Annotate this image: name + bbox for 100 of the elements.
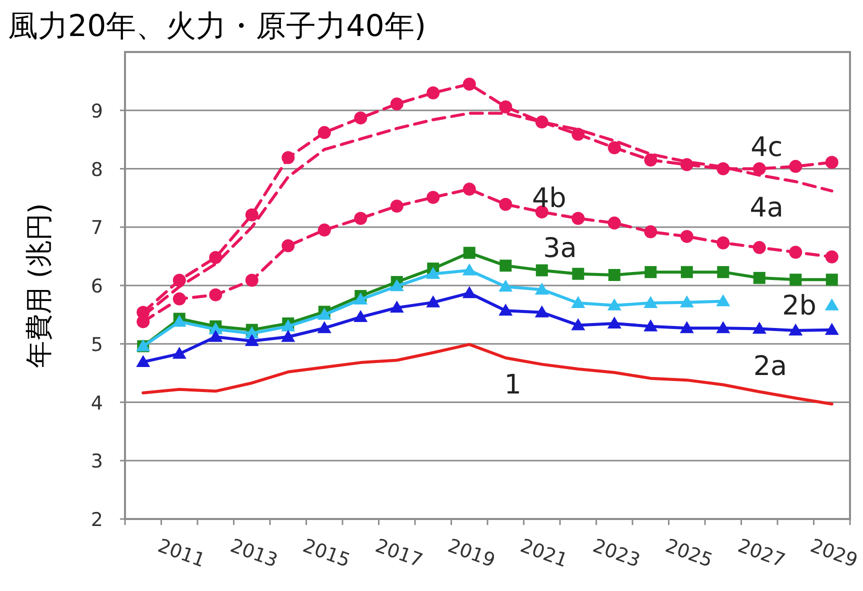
point — [136, 354, 150, 367]
chart-title: 風力20年、火力・原子力40年) — [8, 9, 426, 44]
point — [208, 330, 223, 342]
x-tick-label: 2029 — [807, 534, 860, 572]
y-tick-label: 5 — [90, 334, 103, 356]
point — [789, 160, 802, 173]
y-tick-label: 9 — [90, 100, 103, 122]
point — [390, 200, 404, 213]
point — [390, 279, 404, 292]
series-label: 4b — [532, 182, 566, 214]
point — [282, 151, 295, 164]
series-label: 4a — [750, 192, 784, 224]
point — [716, 321, 730, 334]
x-tick-label: 2017 — [372, 534, 426, 572]
point — [752, 162, 766, 176]
point — [644, 296, 658, 308]
point — [136, 315, 150, 328]
point — [824, 298, 839, 310]
point — [824, 322, 839, 335]
point — [789, 246, 802, 259]
point — [826, 274, 838, 286]
point — [462, 182, 476, 196]
x-tick-label: 2013 — [227, 534, 280, 572]
point — [390, 300, 404, 313]
y-tick-label: 7 — [90, 217, 103, 240]
point — [426, 190, 440, 204]
point — [209, 288, 222, 302]
point — [753, 272, 766, 284]
point — [571, 296, 586, 308]
point — [716, 294, 730, 306]
point — [752, 322, 766, 334]
series-label: 1 — [504, 370, 522, 401]
series-label: 3a — [543, 233, 577, 264]
point — [571, 318, 586, 330]
point — [499, 198, 512, 211]
point — [608, 216, 621, 230]
point — [608, 268, 620, 281]
point — [462, 78, 476, 91]
point — [534, 282, 549, 295]
point — [788, 323, 803, 336]
point — [317, 321, 332, 334]
point — [498, 304, 513, 316]
point — [354, 310, 368, 322]
y-tick-label: 6 — [90, 276, 103, 298]
point — [534, 305, 549, 318]
line-series — [142, 342, 834, 406]
point — [462, 286, 476, 298]
x-tick-label: 2021 — [517, 534, 570, 572]
point — [354, 111, 368, 124]
point — [608, 141, 621, 154]
y-tick-label: 8 — [90, 158, 103, 181]
point — [716, 236, 730, 250]
point — [244, 334, 259, 346]
point — [752, 241, 766, 254]
point — [825, 250, 838, 264]
point — [390, 97, 404, 110]
point — [426, 295, 440, 308]
point — [717, 266, 730, 278]
series-label: 4c — [750, 132, 783, 164]
x-tick-label: 2011 — [154, 534, 208, 572]
point — [499, 100, 512, 114]
point — [607, 316, 622, 328]
point — [281, 330, 296, 342]
point — [572, 212, 585, 225]
series-label: 2b — [782, 290, 816, 322]
point — [462, 263, 476, 276]
point — [644, 153, 658, 166]
point — [644, 266, 657, 278]
x-tick-label: 2019 — [444, 534, 498, 572]
point — [426, 86, 440, 100]
point — [644, 225, 658, 238]
point — [245, 208, 258, 222]
point — [500, 260, 512, 272]
y-tick-label: 2 — [90, 509, 103, 531]
point — [825, 156, 838, 169]
point — [680, 230, 694, 243]
point — [426, 266, 440, 279]
point — [318, 224, 331, 237]
point — [680, 295, 694, 308]
point — [790, 274, 802, 286]
point — [172, 346, 186, 359]
series-label: 2a — [753, 351, 788, 382]
point — [607, 298, 622, 310]
point — [318, 126, 331, 140]
point — [282, 239, 295, 252]
point — [354, 212, 368, 225]
point — [572, 268, 584, 280]
x-tick-label: 2027 — [734, 534, 788, 572]
point — [680, 321, 694, 334]
point — [644, 319, 658, 332]
x-tick-label: 2015 — [300, 534, 353, 572]
point — [172, 292, 186, 306]
point — [680, 266, 693, 278]
point — [463, 246, 476, 259]
point — [172, 274, 186, 287]
y-tick-label: 3 — [90, 450, 103, 473]
point — [536, 264, 548, 276]
point — [245, 274, 258, 287]
y-tick-label: 4 — [90, 392, 103, 414]
x-tick-label: 2025 — [662, 534, 716, 572]
